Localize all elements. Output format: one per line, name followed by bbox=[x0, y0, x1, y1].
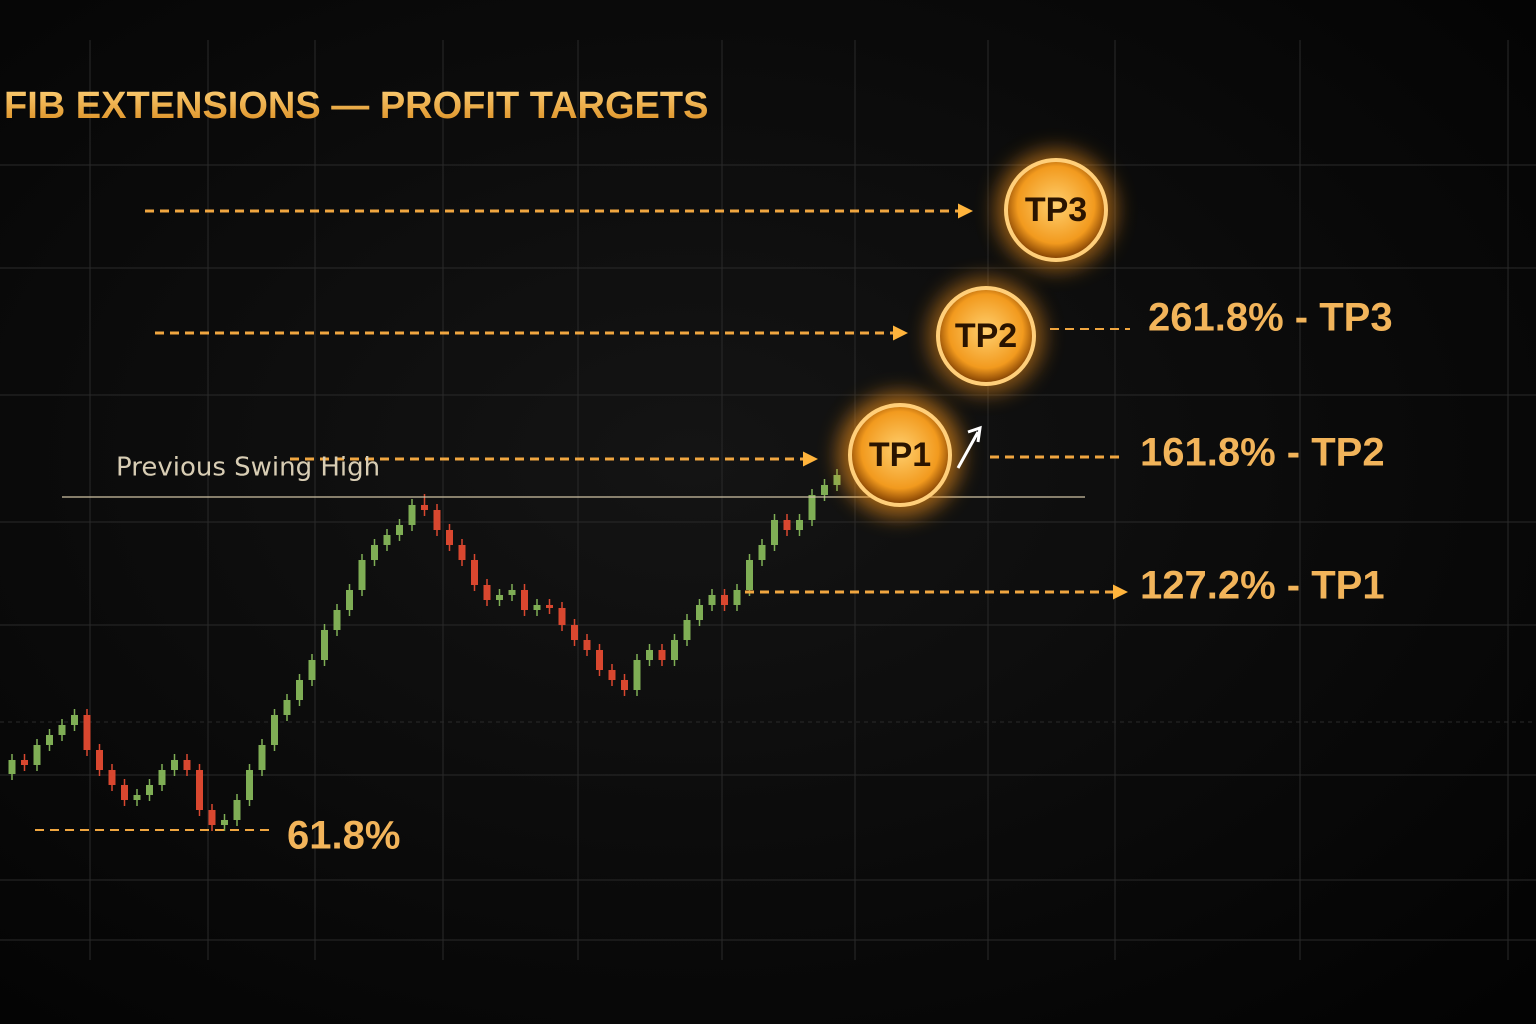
candle-body bbox=[333, 610, 341, 630]
candle-body bbox=[658, 650, 666, 660]
candle-body bbox=[33, 745, 41, 765]
candle-body bbox=[358, 560, 366, 590]
candle-body bbox=[283, 700, 291, 715]
candle-body bbox=[221, 820, 228, 825]
candle-body bbox=[108, 770, 116, 785]
level-label: 127.2% - TP1 bbox=[1140, 564, 1385, 608]
candle-body bbox=[571, 625, 578, 640]
tp-label: TP2 bbox=[955, 317, 1017, 355]
badge bbox=[1004, 158, 1108, 262]
candle-body bbox=[171, 760, 178, 770]
candle-body bbox=[471, 560, 478, 585]
tp1-badge: TP1 bbox=[838, 393, 962, 517]
candle-body bbox=[558, 608, 566, 625]
candle-body bbox=[271, 715, 278, 745]
candle-body bbox=[8, 760, 16, 774]
candle-body bbox=[796, 520, 803, 530]
candle-body bbox=[508, 590, 516, 595]
candle-body bbox=[396, 525, 403, 535]
candle-body bbox=[708, 595, 716, 605]
tp3-badge: TP3 bbox=[996, 150, 1116, 270]
grid bbox=[0, 40, 1536, 960]
tp-label: TP1 bbox=[869, 436, 931, 474]
candle-body bbox=[721, 595, 728, 605]
retracement-label: 61.8% bbox=[287, 814, 400, 858]
candle-body bbox=[296, 680, 303, 700]
candle-body bbox=[158, 770, 166, 785]
candle-body bbox=[771, 520, 778, 545]
candle-body bbox=[383, 535, 391, 545]
candle-body bbox=[758, 545, 766, 560]
candle-body bbox=[821, 485, 828, 495]
candle-body bbox=[96, 750, 103, 770]
candle-body bbox=[258, 745, 266, 770]
candles bbox=[8, 469, 841, 831]
candle-body bbox=[783, 520, 791, 530]
candle-body bbox=[496, 595, 503, 600]
candle-body bbox=[446, 530, 453, 545]
level-label: 261.8% - TP3 bbox=[1148, 296, 1393, 340]
candle-body bbox=[621, 680, 628, 690]
candle-body bbox=[133, 795, 141, 800]
candle-body bbox=[196, 770, 203, 810]
candle-body bbox=[21, 760, 28, 765]
candle-body bbox=[608, 670, 616, 680]
candle-body bbox=[633, 660, 641, 690]
candle-body bbox=[46, 735, 53, 745]
candle-body bbox=[233, 800, 241, 820]
candle-body bbox=[733, 590, 741, 605]
chart-title: FIB EXTENSIONS — PROFIT TARGETS bbox=[4, 85, 708, 127]
candle-body bbox=[833, 475, 841, 485]
level-label: 161.8% - TP2 bbox=[1140, 431, 1385, 475]
candle-body bbox=[433, 510, 441, 530]
candle-body bbox=[408, 505, 416, 525]
badge bbox=[936, 286, 1036, 386]
candle-body bbox=[321, 630, 328, 660]
tp-label: TP3 bbox=[1025, 191, 1087, 229]
tp2-badge: TP2 bbox=[928, 278, 1044, 394]
candle-body bbox=[121, 785, 128, 800]
candle-body bbox=[346, 590, 353, 610]
badge bbox=[848, 403, 952, 507]
swing-high-label: Previous Swing High bbox=[116, 453, 380, 483]
candle-body bbox=[146, 785, 153, 795]
candle-body bbox=[458, 545, 466, 560]
candle-body bbox=[646, 650, 653, 660]
candle-body bbox=[183, 760, 191, 770]
candle-body bbox=[483, 585, 491, 600]
candle-body bbox=[371, 545, 378, 560]
cursor-arrow bbox=[956, 425, 982, 469]
candle-body bbox=[58, 725, 66, 735]
candle-body bbox=[533, 605, 541, 610]
candle-body bbox=[521, 590, 528, 610]
candle-body bbox=[308, 660, 316, 680]
candle-body bbox=[671, 640, 678, 660]
candle-body bbox=[596, 650, 603, 670]
candle-body bbox=[583, 640, 591, 650]
candle-body bbox=[421, 505, 428, 510]
level-lines bbox=[35, 203, 1130, 831]
candle-body bbox=[546, 605, 553, 608]
candle-body bbox=[746, 560, 753, 590]
candle-body bbox=[208, 810, 216, 825]
candle-body bbox=[246, 770, 253, 800]
candle-body bbox=[808, 495, 816, 520]
candle-body bbox=[83, 715, 91, 750]
candle-body bbox=[696, 605, 703, 620]
candle-body bbox=[71, 715, 78, 725]
candle-body bbox=[683, 620, 691, 640]
